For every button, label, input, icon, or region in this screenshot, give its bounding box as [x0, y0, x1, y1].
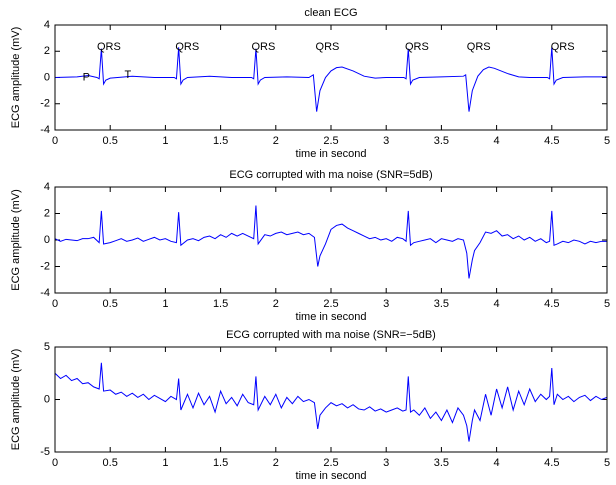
chart-title: ECG corrupted with ma noise (SNR=−5dB) [226, 329, 436, 341]
ecg-line [54, 205, 607, 279]
x-tick-label: 1.5 [213, 135, 228, 147]
annotation: P [83, 71, 90, 83]
x-tick-label: 0 [52, 135, 58, 147]
y-tick-label: -5 [40, 446, 50, 458]
x-tick-label: 2 [273, 457, 279, 469]
x-tick-label: 3 [383, 457, 389, 469]
annotation: T [125, 69, 132, 81]
x-tick-label: 1 [162, 298, 168, 310]
ecg-line [54, 47, 607, 112]
annotation: QRS [97, 41, 121, 53]
y-tick-label: 0 [44, 393, 50, 405]
y-tick-label: -2 [40, 98, 50, 110]
x-axis-label: time in second [296, 148, 367, 160]
x-tick-label: 2.5 [323, 135, 338, 147]
x-tick-label: 4 [494, 135, 500, 147]
y-axis-label: ECG amplitude (mV) [10, 189, 22, 290]
x-tick-label: 4 [494, 457, 500, 469]
x-tick-label: 3.5 [434, 298, 449, 310]
y-axis-label: ECG amplitude (mV) [10, 27, 22, 128]
x-axis-label: time in second [296, 311, 367, 323]
y-tick-label: 0 [44, 234, 50, 246]
x-tick-label: 3 [383, 135, 389, 147]
x-tick-label: 3.5 [434, 457, 449, 469]
x-tick-label: 2.5 [323, 298, 338, 310]
y-tick-label: 4 [44, 181, 50, 193]
y-tick-label: -4 [40, 124, 50, 136]
x-tick-label: 1.5 [213, 298, 228, 310]
x-tick-label: 5 [604, 135, 610, 147]
x-tick-label: 4 [494, 298, 500, 310]
ecg-line [54, 362, 608, 442]
y-tick-label: -2 [40, 260, 50, 272]
x-tick-label: 4.5 [544, 457, 559, 469]
x-tick-label: 2 [273, 298, 279, 310]
x-tick-label: 0 [52, 298, 58, 310]
annotation: QRS [405, 41, 429, 53]
axes-box [54, 24, 608, 131]
x-tick-label: 0.5 [103, 135, 118, 147]
axes-box [54, 346, 608, 453]
x-tick-label: 1 [162, 457, 168, 469]
y-tick-label: 0 [44, 71, 50, 83]
x-tick-label: 5 [604, 298, 610, 310]
x-tick-label: 1.5 [213, 457, 228, 469]
x-tick-label: 0.5 [103, 457, 118, 469]
annotation: QRS [467, 41, 491, 53]
axes-box [54, 186, 608, 294]
y-axis-label: ECG amplitude (mV) [10, 349, 22, 450]
chart-title: ECG corrupted with ma noise (SNR=5dB) [229, 169, 432, 181]
y-tick-label: -4 [40, 287, 50, 299]
y-tick-label: 5 [44, 341, 50, 353]
annotation: QRS [175, 41, 199, 53]
annotation: QRS [252, 41, 276, 53]
x-tick-label: 3.5 [434, 135, 449, 147]
x-tick-label: 4.5 [544, 135, 559, 147]
y-tick-label: 2 [44, 45, 50, 57]
x-tick-label: 0 [52, 457, 58, 469]
y-tick-label: 2 [44, 207, 50, 219]
x-tick-label: 2 [273, 135, 279, 147]
x-tick-label: 0.5 [103, 298, 118, 310]
x-tick-label: 3 [383, 298, 389, 310]
x-axis-label: time in second [296, 470, 367, 482]
x-tick-label: 1 [162, 135, 168, 147]
x-tick-label: 5 [604, 457, 610, 469]
x-tick-label: 4.5 [544, 298, 559, 310]
chart-title: clean ECG [304, 7, 357, 19]
x-tick-label: 2.5 [323, 457, 338, 469]
annotation: QRS [316, 41, 340, 53]
annotation: QRS [551, 41, 575, 53]
y-tick-label: 4 [44, 19, 50, 31]
